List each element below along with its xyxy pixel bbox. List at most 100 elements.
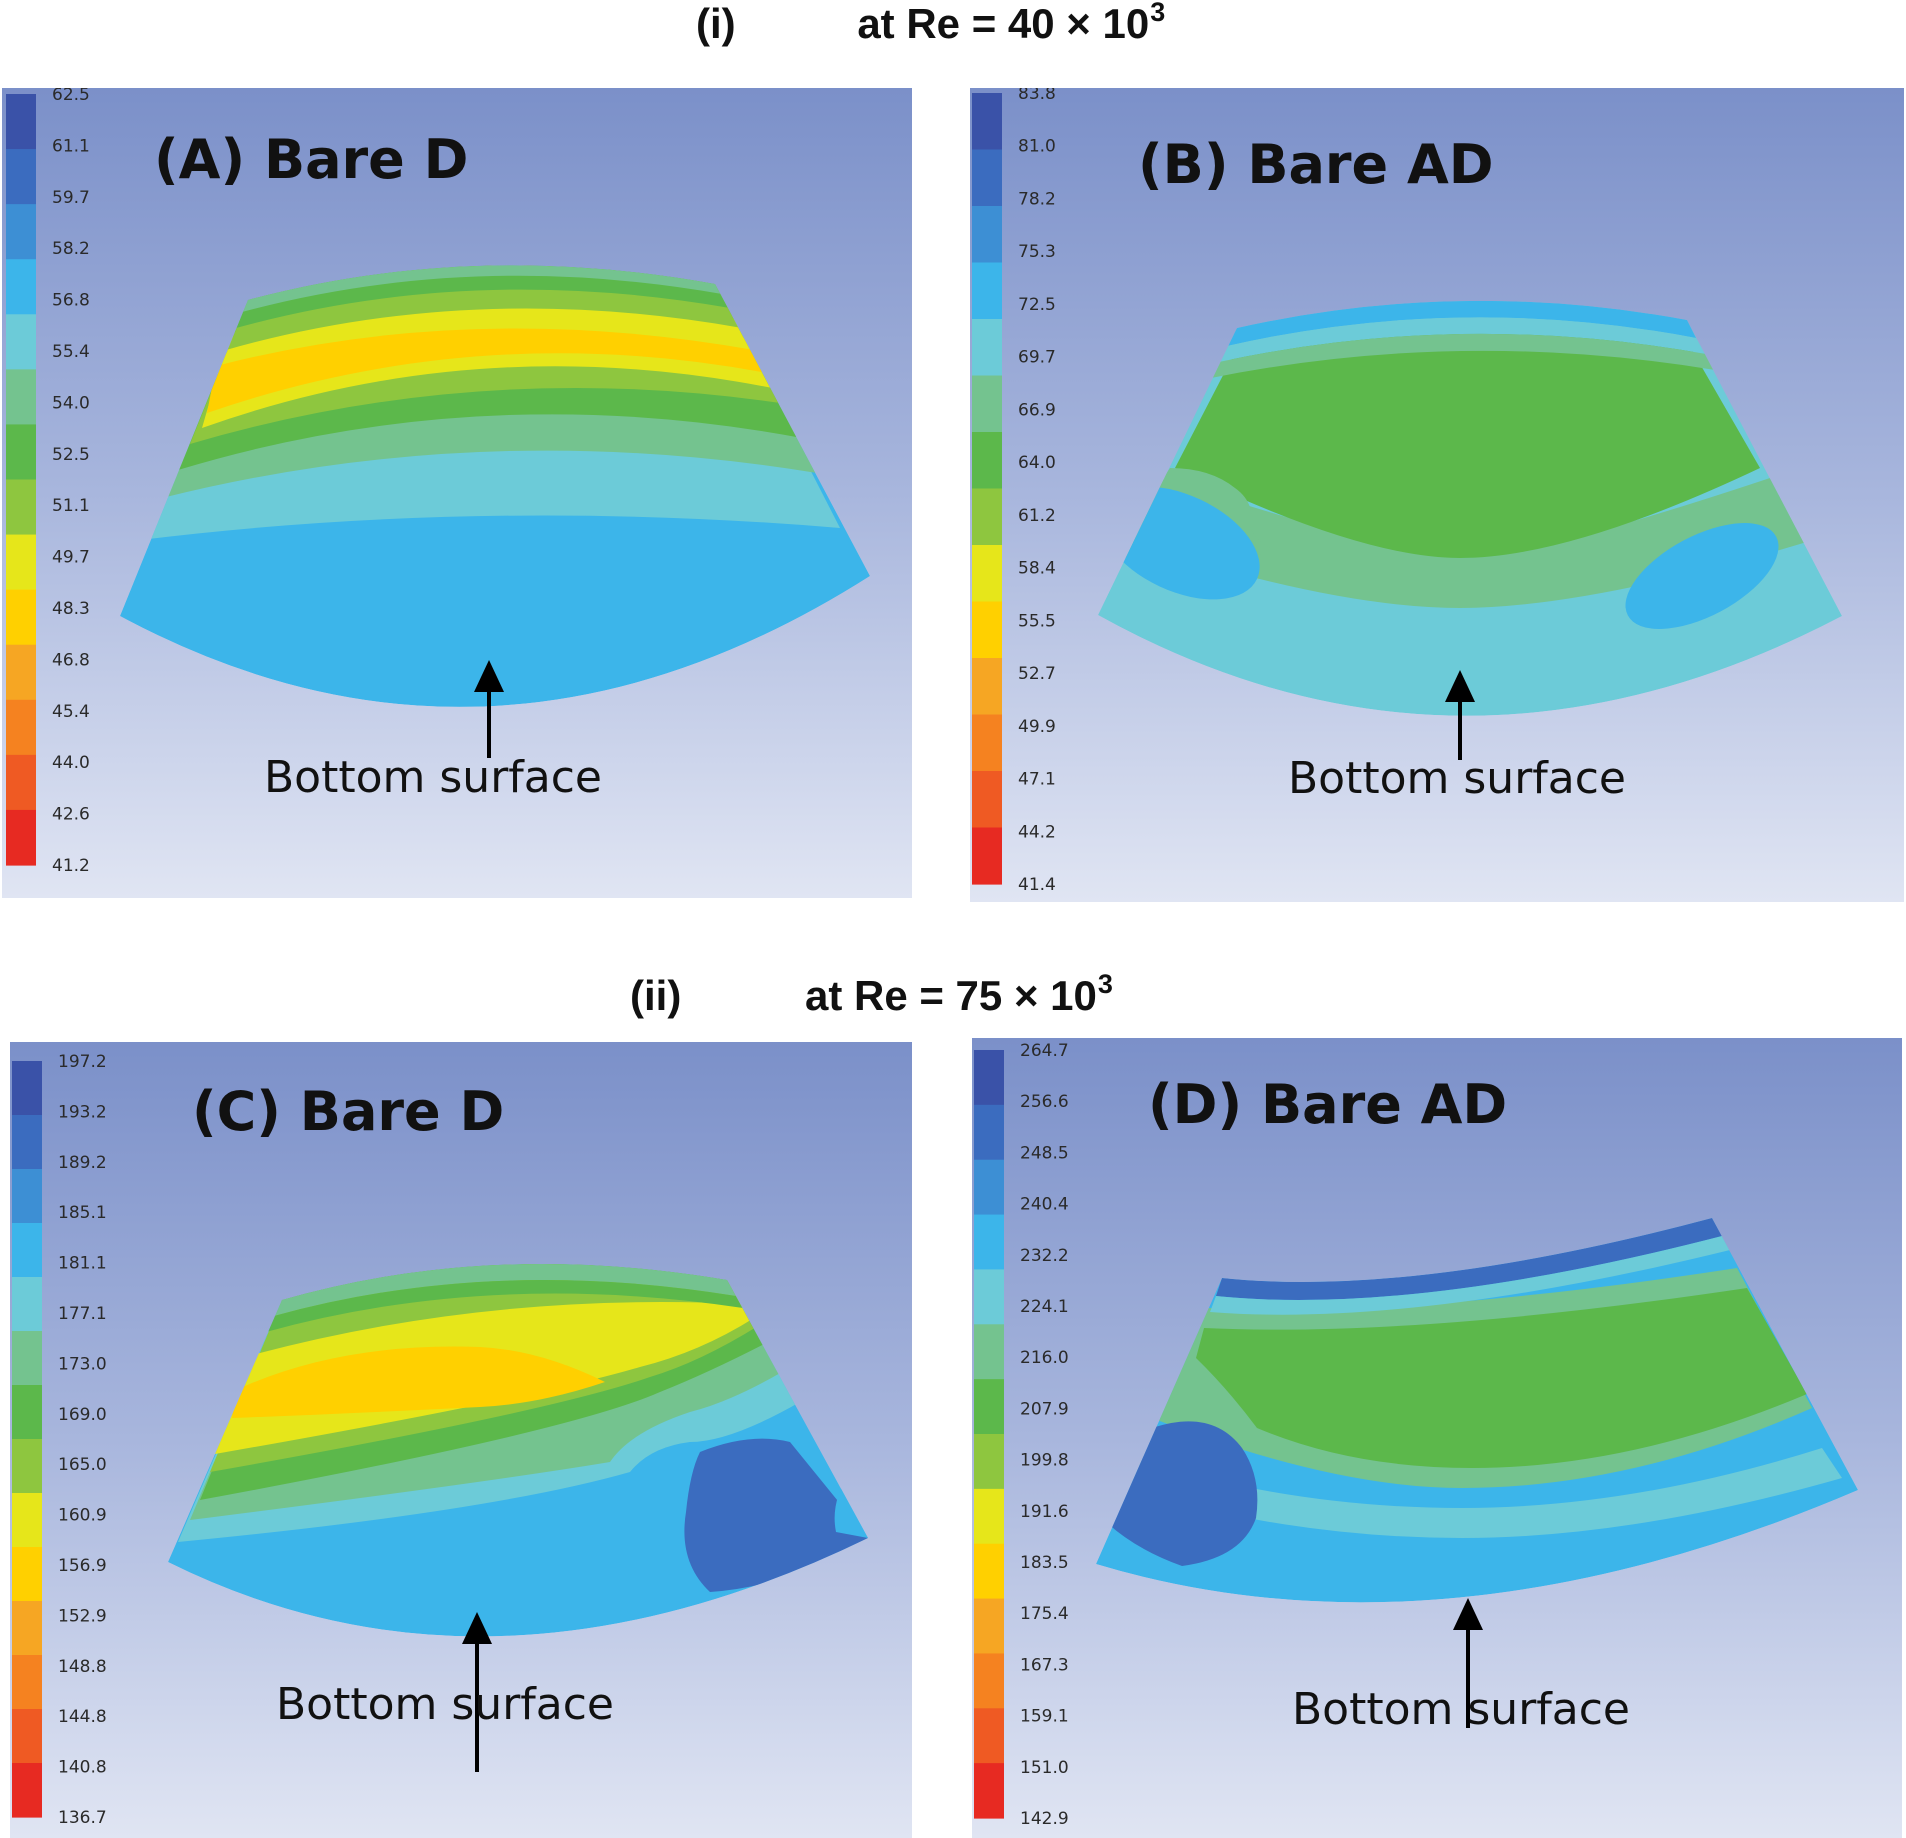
legend-tick-label: 152.9 [58,1606,107,1626]
legend-swatch [6,589,36,646]
legend-swatch [12,1763,42,1818]
legend-tick-label: 44.0 [52,753,90,773]
contour-plot [168,1264,868,1637]
legend-swatch [12,1223,42,1278]
legend-tick-label: 169.0 [58,1405,107,1425]
contour-plot [120,265,870,707]
legend-tick-label: 173.0 [58,1354,107,1374]
panel-b: 83.8 81.0 78.2 75.3 72.5 69.7 66.9 64.0 61.2 58.4… [970,88,1904,902]
legend-swatch [12,1439,42,1494]
legend-swatch [12,1331,42,1386]
legend-swatch [974,1159,1004,1216]
legend-swatch [974,1434,1004,1490]
legend-tick-label: 49.9 [1018,717,1056,737]
legend-tick-label: 148.8 [58,1657,107,1677]
legend-tick-label: 46.8 [52,650,90,670]
legend-tick-label: 58.2 [52,239,90,259]
panel-title: (C) Bare D [192,1080,505,1143]
legend-tick-label: 159.1 [1020,1707,1069,1727]
legend-tick-label: 160.9 [58,1506,107,1526]
legend-swatch [974,1269,1004,1325]
panel-title: (A) Bare D [154,128,469,191]
legend-tick-label: 49.7 [52,548,90,568]
legend-swatch [6,314,36,370]
legend-swatch [974,1214,1004,1271]
legend-tick-label: 151.0 [1020,1758,1069,1778]
legend-tick-label: 75.3 [1018,242,1056,262]
arrow-icon [1445,670,1475,760]
legend-tick-label: 47.1 [1018,770,1056,790]
legend-tick-label: 167.3 [1020,1655,1069,1675]
row-label: (ii) [630,972,682,1019]
legend-tick-label: 156.9 [58,1556,107,1576]
legend-swatch [974,1324,1004,1380]
legend-swatch [972,319,1002,377]
bottom-surface-label: Bottom surface [276,1679,614,1730]
legend-tick-label: 81.0 [1018,137,1056,157]
panel-c: 197.2 193.2 189.2 185.1 181.1 177.1 173.0 169.0… [10,1042,912,1838]
legend-tick-label: 142.9 [1020,1809,1069,1829]
legend-tick-label: 52.7 [1018,664,1056,684]
legend-tick-label: 54.0 [52,393,90,413]
legend-tick-label: 41.4 [1018,875,1056,895]
legend-tick-label: 224.1 [1020,1297,1069,1317]
legend-swatch [6,259,36,315]
legend-swatch [972,93,1002,151]
legend-swatch [6,754,36,811]
legend-swatch [972,658,1002,716]
legend-swatch [12,1277,42,1332]
legend-tick-label: 58.4 [1018,559,1056,579]
legend-swatch [974,1543,1004,1600]
legend-swatch [974,1050,1004,1106]
legend-tick-label: 83.8 [1018,88,1056,104]
legend-swatch [6,479,36,536]
row-title-i: (i) at Re = 40 × 103 [696,0,1165,48]
legend-swatch [6,699,36,756]
legend-swatch [6,644,36,701]
legend-tick-label: 193.2 [58,1102,107,1122]
legend-swatch [12,1115,42,1170]
legend-swatch [972,771,1002,829]
panel-title: (D) Bare AD [1148,1073,1508,1136]
legend-tick-label: 240.4 [1020,1195,1069,1215]
legend-swatch [974,1379,1004,1435]
legend-swatch [972,262,1002,320]
legend-swatch [12,1493,42,1548]
legend-tick-label: 264.7 [1020,1041,1069,1061]
legend-swatch [972,206,1002,264]
color-legend: 197.2 193.2 189.2 185.1 181.1 177.1 173.0 169.0… [12,1052,107,1828]
legend-tick-label: 232.2 [1020,1246,1069,1266]
legend-tick-label: 52.5 [52,445,90,465]
legend-swatch [974,1598,1004,1655]
legend-swatch [6,424,36,481]
legend-swatch [12,1385,42,1440]
legend-tick-label: 140.8 [58,1758,107,1778]
bottom-surface-label: Bottom surface [1288,753,1626,804]
legend-swatch [972,714,1002,772]
legend-tick-label: 199.8 [1020,1451,1069,1471]
legend-tick-label: 165.0 [58,1455,107,1475]
legend-tick-label: 248.5 [1020,1143,1069,1163]
legend-swatch [12,1169,42,1224]
row-label: (i) [696,0,736,47]
legend-swatch [972,545,1002,603]
legend-tick-label: 62.5 [52,88,90,105]
legend-tick-label: 256.6 [1020,1092,1069,1112]
legend-swatch [12,1601,42,1656]
legend-tick-label: 189.2 [58,1153,107,1173]
legend-swatch [12,1061,42,1116]
legend-tick-label: 56.8 [52,291,90,311]
legend-swatch [12,1709,42,1764]
legend-tick-label: 66.9 [1018,400,1056,420]
legend-tick-label: 185.1 [58,1203,107,1223]
legend-tick-label: 207.9 [1020,1399,1069,1419]
legend-tick-label: 48.3 [52,599,90,619]
legend-swatch [6,94,36,150]
legend-swatch [6,149,36,205]
legend-tick-label: 55.5 [1018,611,1056,631]
legend-tick-label: 183.5 [1020,1553,1069,1573]
legend-swatch [972,375,1002,433]
arrow-icon [462,1612,492,1772]
color-legend: 62.5 61.1 59.7 58.2 56.8 55.4 54.0 52.5 51.1 49.7… [6,88,90,876]
bottom-surface-label: Bottom surface [264,752,602,803]
